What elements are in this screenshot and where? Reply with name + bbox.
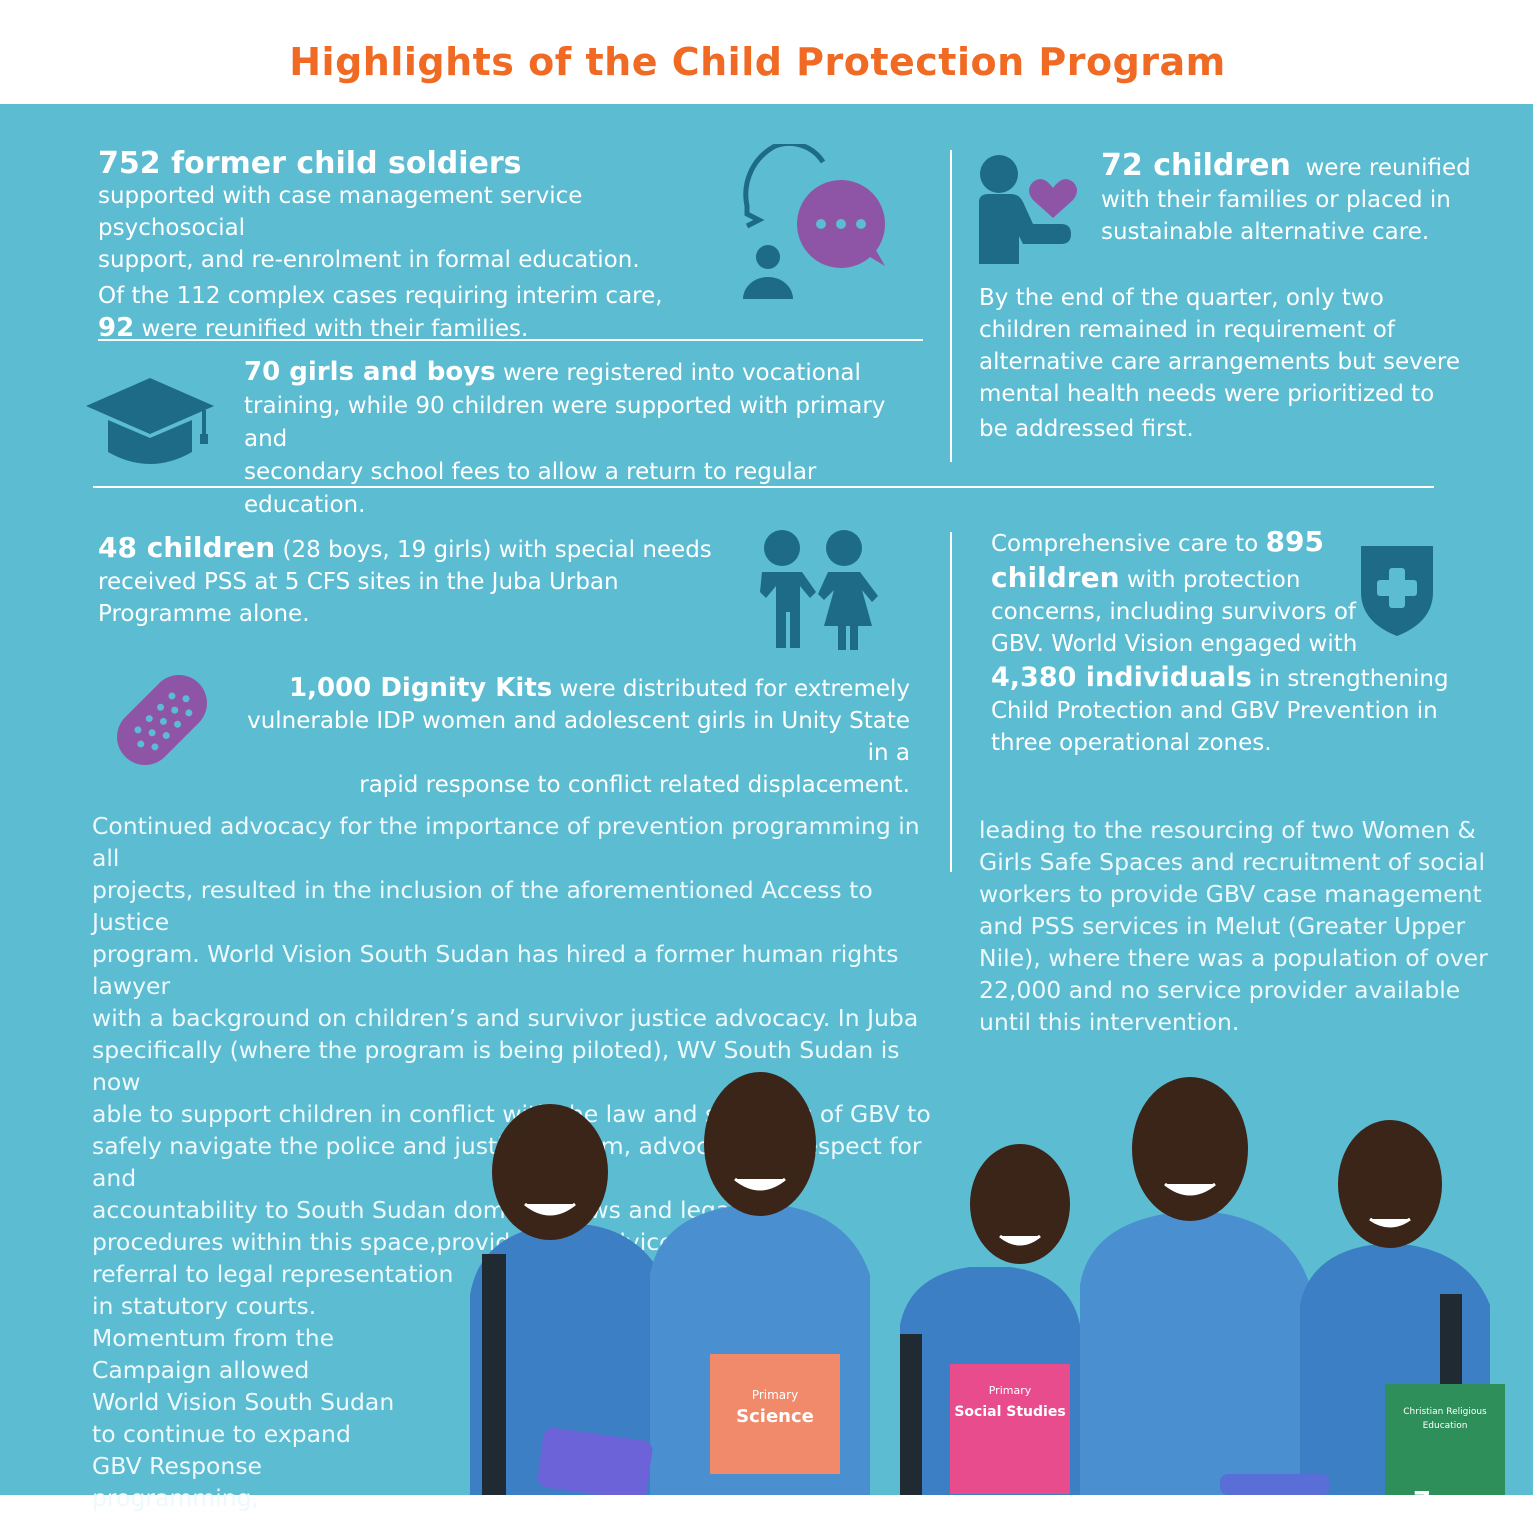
stat-dignity-kits: 1,000 Dignity Kits [289,673,553,703]
book-label: Social Studies [954,1404,1065,1420]
text-fragment: were reunified [1305,155,1471,181]
text-line: mental health needs were prioritized to [979,381,1435,407]
text-line: received PSS at 5 CFS sites in the Juba … [98,569,619,595]
stat-girls-boys: 70 girls and boys [244,357,496,387]
text-line: 22,000 and no service provider available [979,976,1461,1004]
stat-children: children [991,561,1120,594]
children-photo: Primary Science Primary Social Studies C… [470,1072,1505,1495]
page-number: 7 [1413,1487,1431,1495]
text-line: Campaign allowed [92,1356,310,1384]
text-line: children remained in requirement of [979,317,1395,343]
text-fragment: were registered into vocational [495,360,861,386]
book-label: Primary [752,1388,798,1402]
text-line: 70 girls and boys were registered into v… [244,356,934,390]
text-line: be addressed first. [979,416,1194,442]
text-line: to continue to expand [92,1420,351,1448]
stat-48-children: 48 children [98,531,276,564]
text-line: GBV Response [92,1452,263,1480]
text-line: children with protection [991,562,1511,596]
sanitary-pad-icon [117,675,207,765]
text-line: vulnerable IDP women and adolescent girl… [247,708,910,766]
text-line: Comprehensive care to 895 [991,526,1511,560]
text-line: 4,380 individuals in strengthening [991,662,1511,695]
text-fragment: were reunified with their families. [134,316,529,342]
text-line: with a background on children’s and surv… [92,1004,919,1032]
book-label: Primary [989,1384,1032,1397]
text-line: rapid response to conflict related displ… [359,772,910,798]
text-line: Continued advocacy for the importance of… [92,812,920,872]
text-line: support, and re-enrolment in formal educ… [98,247,640,273]
book-label: Education [1423,1421,1468,1431]
text-line: Momentum from the [92,1324,335,1352]
text-line: specifically (where the program is being… [92,1036,900,1096]
page-header: Highlights of the Child Protection Progr… [0,0,1533,104]
text-fragment: (28 boys, 19 girls) with special needs [275,537,712,563]
book-label: Christian Religious [1403,1407,1487,1417]
text-line: Girls Safe Spaces and recruitment of soc… [979,848,1486,876]
text-fragment: with protection [1119,567,1301,593]
text-line: with their families or placed in [1101,187,1451,213]
text-line: leading to the resourcing of two Women & [979,816,1476,844]
book-label: Science [736,1406,814,1427]
divider-vertical [950,150,952,462]
block-vocational: 70 girls and boys were registered into v… [244,356,934,522]
text-line: Nile), where there was a population of o… [979,944,1488,972]
stat-895: 895 [1265,525,1324,558]
body-text-right: leading to the resourcing of two Women &… [979,814,1499,1038]
text-fragment: Comprehensive care to [991,531,1266,557]
counselling-chat-icon [743,144,885,299]
text-line: sustainable alternative care. [1101,219,1430,245]
stat-72-children: 72 children [1101,148,1291,183]
children-icon [760,530,878,650]
text-line: projects, resulted in the inclusion of t… [92,876,873,936]
text-line: program. World Vision South Sudan has hi… [92,940,899,1000]
text-line: By the end of the quarter, only two [979,285,1384,311]
page-title: Highlights of the Child Protection Progr… [289,40,1226,84]
text-line: in statutory courts. [92,1292,317,1320]
text-line: World Vision South Sudan [92,1388,395,1416]
stat-reunified: 92 [98,313,135,343]
stat-child-soldiers: 752 former child soldiers [98,146,522,181]
graduation-cap-icon [86,378,214,464]
block-alternative-care: By the end of the quarter, only two chil… [979,282,1499,445]
person-heart-icon [979,155,1077,264]
text-line: 92 were reunified with their families. [98,312,718,345]
text-line: 72 children were reunified [1101,150,1521,184]
divider-horizontal [93,486,1434,488]
text-line: and PSS services in Melut (Greater Upper [979,912,1466,940]
block-reunified: 72 children were reunified with their fa… [1101,150,1521,248]
highlights-panel: 752 former child soldiers supported with… [0,104,1533,1512]
block-child-soldiers: 752 former child soldiers supported with… [98,148,718,345]
stat-4380-individuals: 4,380 individuals [991,662,1252,693]
block-special-needs: 48 children (28 boys, 19 girls) with spe… [98,532,718,630]
text-line: 48 children (28 boys, 19 girls) with spe… [98,532,718,566]
text-line: Programme alone. [98,601,310,627]
text-line: until this intervention. [979,1008,1240,1036]
block-dignity-kits: 1,000 Dignity Kits were distributed for … [220,672,910,801]
divider-horizontal [98,339,923,341]
text-line: supported with case management service p… [98,183,583,241]
text-line: accountability to South Sudan domestic l… [92,1196,737,1224]
text-line: GBV. World Vision engaged with [991,631,1358,657]
text-line: Child Protection and GBV Prevention in [991,698,1438,724]
text-line: 1,000 Dignity Kits were distributed for … [220,672,910,705]
text-line: alternative care arrangements but severe [979,349,1460,375]
text-line: three operational zones. [991,730,1272,756]
text-fragment: in strengthening [1251,666,1449,692]
block-comprehensive-care: Comprehensive care to 895 children with … [991,526,1511,759]
text-line: secondary school fees to allow a return … [244,459,817,518]
text-line: concerns, including survivors of [991,599,1357,625]
divider-vertical [950,532,952,872]
text-line: workers to provide GBV case management [979,880,1482,908]
text-line: referral to legal representation [92,1260,454,1288]
text-line: Of the 112 complex cases requiring inter… [98,283,663,309]
shield-plus-icon [1361,546,1433,636]
text-fragment: were distributed for extremely [552,676,910,702]
text-line: training, while 90 children were support… [244,393,886,452]
